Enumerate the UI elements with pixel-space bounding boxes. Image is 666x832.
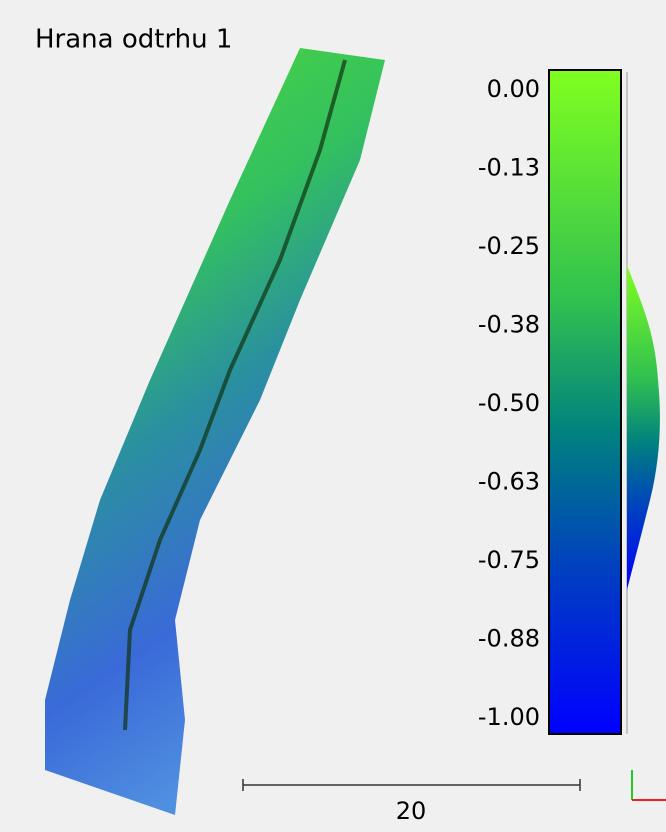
- color-scale-bar: [549, 70, 621, 734]
- color-scale-tick-label: 0.00: [487, 75, 540, 103]
- color-scale-tick-label: -0.88: [478, 625, 540, 653]
- color-scale-tick-label: -0.38: [478, 311, 540, 339]
- title: Hrana odtrhu 1: [35, 25, 232, 55]
- color-scale-tick-label: -0.13: [478, 154, 540, 182]
- viewport: Hrana odtrhu 1 0.00 -0.13 -0.25 -0.38 -0.50 -…: [0, 0, 666, 832]
- color-scale-tick-label: -0.50: [478, 389, 540, 417]
- scale-bar-label: 20: [396, 797, 427, 825]
- color-scale-tick-label: -0.75: [478, 546, 540, 574]
- color-scale-tick-label: -1.00: [478, 703, 540, 731]
- color-scale-ticks: 0.00 -0.13 -0.25 -0.38 -0.50 -0.63 -0.75 -0.88 -…: [478, 75, 540, 731]
- color-scale-tick-label: -0.63: [478, 468, 540, 496]
- color-scale-tick-label: -0.25: [478, 232, 540, 260]
